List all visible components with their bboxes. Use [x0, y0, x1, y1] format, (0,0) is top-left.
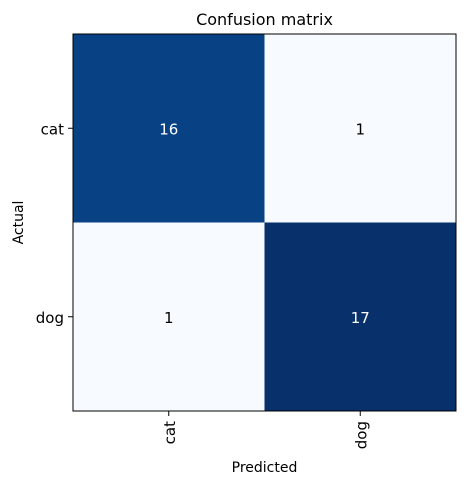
plot-frame: [72, 33, 457, 412]
x-tick-label-cat: cat: [161, 421, 179, 444]
axis-ticks: cat dog cat dog: [36, 120, 370, 449]
x-axis-label: Predicted: [232, 460, 298, 476]
x-tick-label-dog: dog: [352, 421, 370, 449]
y-axis-label: Actual: [11, 201, 27, 245]
cell-value-label-cat-dog: 1: [355, 120, 365, 138]
cell-value-label-dog-dog: 17: [351, 309, 370, 327]
heatmap-cell-dog-cat: [73, 222, 265, 411]
heatmap-cell-cat-cat: [73, 34, 265, 223]
heatmap-cells: 16 1 1 17: [73, 34, 456, 411]
cell-value-label-dog-cat: 1: [164, 309, 174, 327]
y-tick-label-dog: dog: [36, 309, 64, 327]
y-tick-label-cat: cat: [41, 120, 64, 138]
heatmap-cell-cat-dog: [264, 34, 456, 223]
heatmap-cell-dog-dog: [264, 222, 456, 411]
chart-title: Confusion matrix: [196, 10, 333, 29]
cell-value-label-cat-cat: 16: [159, 120, 178, 138]
